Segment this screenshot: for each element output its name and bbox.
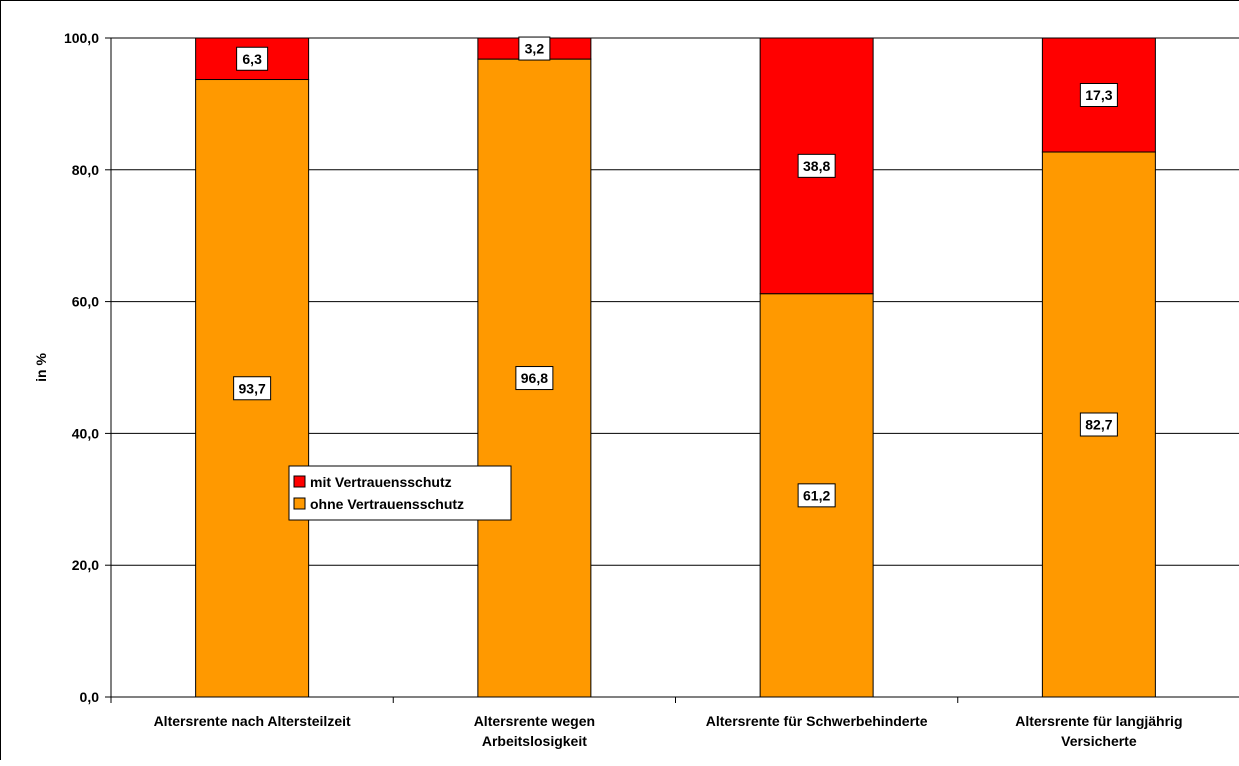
data-label: 93,7 [239, 380, 266, 396]
legend-swatch [293, 475, 306, 488]
legend: mit Vertrauensschutz ohne Vertrauensschut… [288, 465, 512, 521]
data-label-box [797, 153, 836, 178]
legend-box [288, 465, 512, 521]
legend-label: mit Vertrauensschutz [310, 474, 452, 490]
y-tick-label: 100,0 [64, 30, 99, 46]
x-category-label: Altersrente wegen [474, 713, 595, 729]
y-axis-title: in % [33, 353, 49, 382]
legend-swatch [293, 497, 306, 510]
data-label: 6,3 [242, 51, 262, 67]
legend-label: ohne Vertrauensschutz [310, 496, 464, 512]
data-label-box [518, 36, 551, 61]
x-category-label: Altersrente für langjährig [1015, 713, 1182, 729]
data-label: 61,2 [803, 487, 830, 503]
y-tick-label: 80,0 [72, 162, 99, 178]
data-label-box [233, 376, 272, 401]
y-tick-label: 20,0 [72, 557, 99, 573]
data-label: 3,2 [525, 41, 545, 57]
x-category-label: Altersrente für Schwerbehinderte [706, 713, 928, 729]
y-tick-label: 0,0 [80, 689, 100, 705]
data-label: 17,3 [1085, 87, 1112, 103]
data-label-box [1079, 83, 1118, 108]
bars [195, 37, 1156, 698]
axes: 0,0 20,0 40,0 60,0 80,0 100,0 in % Altersrente … [33, 30, 1239, 749]
x-category-label: Versicherte [1061, 733, 1137, 749]
data-labels: 93,7 6,3 96,8 3,2 61,2 38,8 82,7 17,3 [233, 36, 1118, 508]
x-category-label: Arbeitslosigkeit [482, 733, 587, 749]
x-category-label: Altersrente nach Altersteilzeit [154, 713, 351, 729]
data-label: 38,8 [803, 158, 830, 174]
data-label-box [797, 483, 836, 508]
y-tick-label: 40,0 [72, 425, 99, 441]
y-tick-label: 60,0 [72, 294, 99, 310]
data-label-box [515, 366, 554, 391]
data-label-box [1079, 412, 1118, 437]
data-label-box [236, 46, 269, 71]
data-label: 96,8 [521, 370, 548, 386]
data-label: 82,7 [1085, 417, 1112, 433]
